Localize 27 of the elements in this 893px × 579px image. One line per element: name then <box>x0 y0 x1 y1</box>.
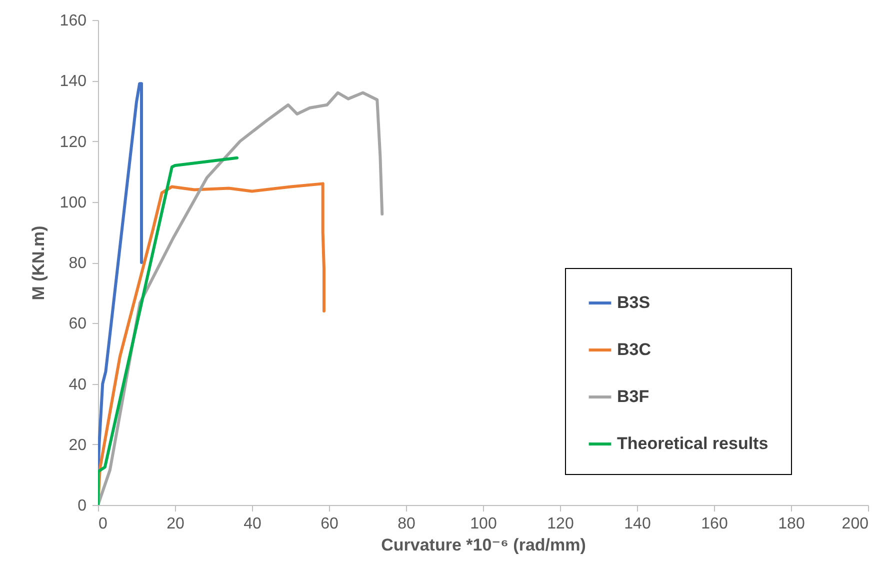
legend-label: B3S <box>617 293 650 312</box>
y-tick-label: 60 <box>68 316 87 333</box>
x-tick-label: 100 <box>470 516 497 532</box>
x-tick-label: 0 <box>98 516 108 532</box>
y-tick-label: 120 <box>60 134 87 151</box>
y-tick-label: 0 <box>78 498 87 514</box>
x-tick-label: 160 <box>701 516 728 532</box>
x-tick-label: 40 <box>244 516 262 532</box>
legend-label: Theoretical results <box>617 434 768 453</box>
x-tick-label: 140 <box>624 516 651 532</box>
y-axis-title: M (KN.m) <box>28 226 48 300</box>
line-series <box>98 156 238 505</box>
legend-label: B3F <box>617 387 650 406</box>
legend-label: B3C <box>617 340 652 359</box>
y-tick-label: 100 <box>60 194 87 212</box>
x-tick-label: 60 <box>320 516 338 532</box>
y-tick-label: 20 <box>68 436 87 454</box>
x-tick-label: 180 <box>778 516 805 532</box>
x-tick-label: 20 <box>166 516 184 532</box>
y-tick-label: 140 <box>60 73 87 90</box>
x-tick-label: 200 <box>842 516 869 532</box>
y-tick-label: 80 <box>68 255 87 272</box>
y-tick-label: 160 <box>60 12 87 30</box>
y-tick-label: 40 <box>68 376 87 394</box>
x-axis-title: Curvature *10⁻⁶ (rad/mm) <box>381 536 586 554</box>
x-tick-label: 80 <box>398 516 416 532</box>
x-tick-label: 120 <box>547 516 574 532</box>
